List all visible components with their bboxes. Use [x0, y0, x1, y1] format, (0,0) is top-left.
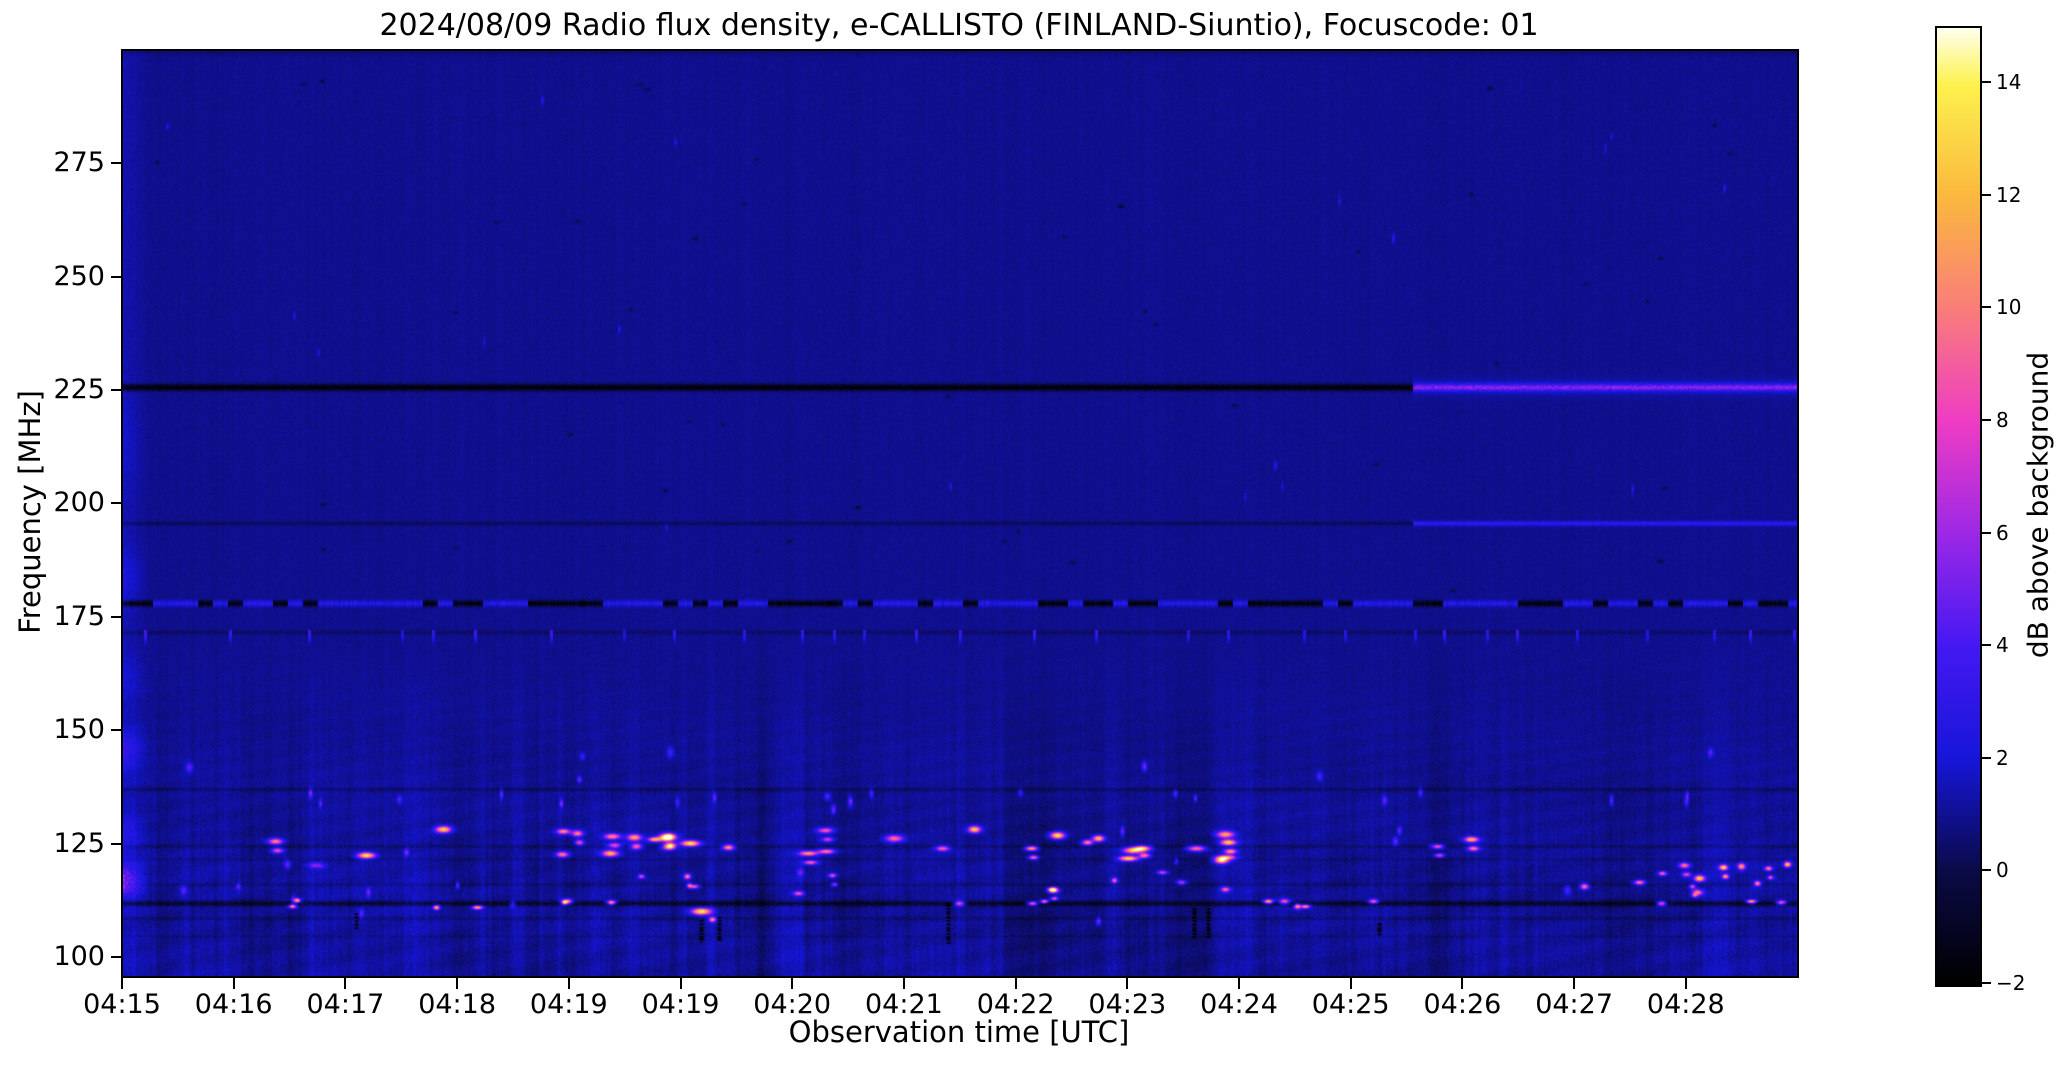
y-tick-label: 225: [53, 374, 105, 406]
y-tick-label: 250: [53, 260, 105, 292]
x-tick-label: 04:15: [83, 989, 161, 1020]
colorbar-tick-mark: [1982, 982, 1991, 984]
x-axis-label: Observation time [UTC]: [788, 1015, 1130, 1049]
y-tick-mark: [111, 729, 122, 732]
x-tick-label: 04:19: [641, 989, 720, 1020]
y-tick-label: 125: [53, 827, 105, 859]
x-tick-label: 04:19: [529, 989, 608, 1020]
colorbar-tick-mark: [1982, 531, 1991, 534]
colorbar-tick-label: 14: [1996, 70, 2022, 95]
y-tick-mark: [111, 955, 122, 958]
x-tick-label: 04:16: [194, 989, 273, 1020]
x-tick-mark: [791, 977, 794, 989]
colorbar-tick-label: 10: [1996, 295, 2022, 320]
x-tick-mark: [1014, 977, 1017, 989]
y-tick-mark: [111, 842, 122, 845]
x-tick-label: 04:22: [976, 989, 1055, 1020]
y-axis-label: Frequency [MHz]: [13, 390, 47, 634]
colorbar: [1935, 26, 1982, 987]
y-tick-label: 175: [53, 600, 105, 632]
x-tick-label: 04:27: [1535, 989, 1613, 1020]
spectrogram-plot-area: [121, 49, 1799, 978]
colorbar-tick-label: 0: [1996, 858, 2009, 883]
x-tick-mark: [1573, 977, 1576, 989]
spectrogram-canvas: [123, 51, 1797, 976]
y-tick-label: 275: [53, 147, 105, 179]
colorbar-tick-label: 6: [1996, 520, 2009, 545]
colorbar-tick-label: 4: [1996, 633, 2009, 658]
colorbar-tick-label: 8: [1996, 408, 2009, 433]
y-tick-mark: [111, 389, 122, 392]
colorbar-tick-label: −2: [1996, 971, 2026, 995]
x-tick-mark: [344, 977, 347, 989]
colorbar-tick-mark: [1982, 869, 1991, 872]
colorbar-tick-mark: [1982, 644, 1991, 647]
x-tick-label: 04:24: [1200, 989, 1278, 1020]
x-tick-label: 04:18: [418, 989, 496, 1020]
x-tick-mark: [1684, 977, 1687, 989]
colorbar-gradient: [1937, 28, 1980, 985]
y-tick-label: 100: [53, 940, 105, 972]
figure-title: 2024/08/09 Radio flux density, e-CALLIST…: [379, 8, 1539, 43]
x-tick-label: 04:26: [1423, 989, 1502, 1020]
x-tick-label: 04:20: [753, 989, 832, 1020]
colorbar-tick-mark: [1982, 306, 1991, 309]
x-tick-label: 04:23: [1088, 989, 1167, 1020]
x-tick-mark: [902, 977, 905, 989]
x-tick-mark: [121, 977, 123, 989]
x-tick-mark: [1461, 977, 1464, 989]
x-tick-label: 04:21: [864, 989, 943, 1020]
y-tick-mark: [111, 502, 122, 505]
x-tick-label: 04:25: [1311, 989, 1390, 1020]
x-tick-mark: [1349, 977, 1352, 989]
x-tick-mark: [1126, 977, 1129, 989]
colorbar-tick-label: 12: [1996, 182, 2022, 207]
colorbar-tick-mark: [1982, 419, 1991, 422]
colorbar-tick-mark: [1982, 756, 1991, 759]
y-tick-label: 200: [53, 487, 105, 519]
y-tick-label: 150: [53, 714, 105, 746]
y-tick-mark: [111, 275, 122, 278]
x-tick-mark: [232, 977, 235, 989]
x-tick-mark: [679, 977, 682, 989]
colorbar-tick-mark: [1982, 81, 1991, 84]
x-tick-mark: [567, 977, 570, 989]
x-tick-mark: [456, 977, 459, 989]
colorbar-label: dB above background: [2021, 351, 2055, 659]
x-tick-label: 04:17: [306, 989, 385, 1020]
y-tick-mark: [111, 615, 122, 618]
y-tick-mark: [111, 162, 122, 165]
x-tick-mark: [1238, 977, 1240, 989]
colorbar-tick-mark: [1982, 193, 1991, 196]
colorbar-tick-label: 2: [1996, 745, 2009, 770]
x-tick-label: 04:28: [1646, 989, 1725, 1020]
